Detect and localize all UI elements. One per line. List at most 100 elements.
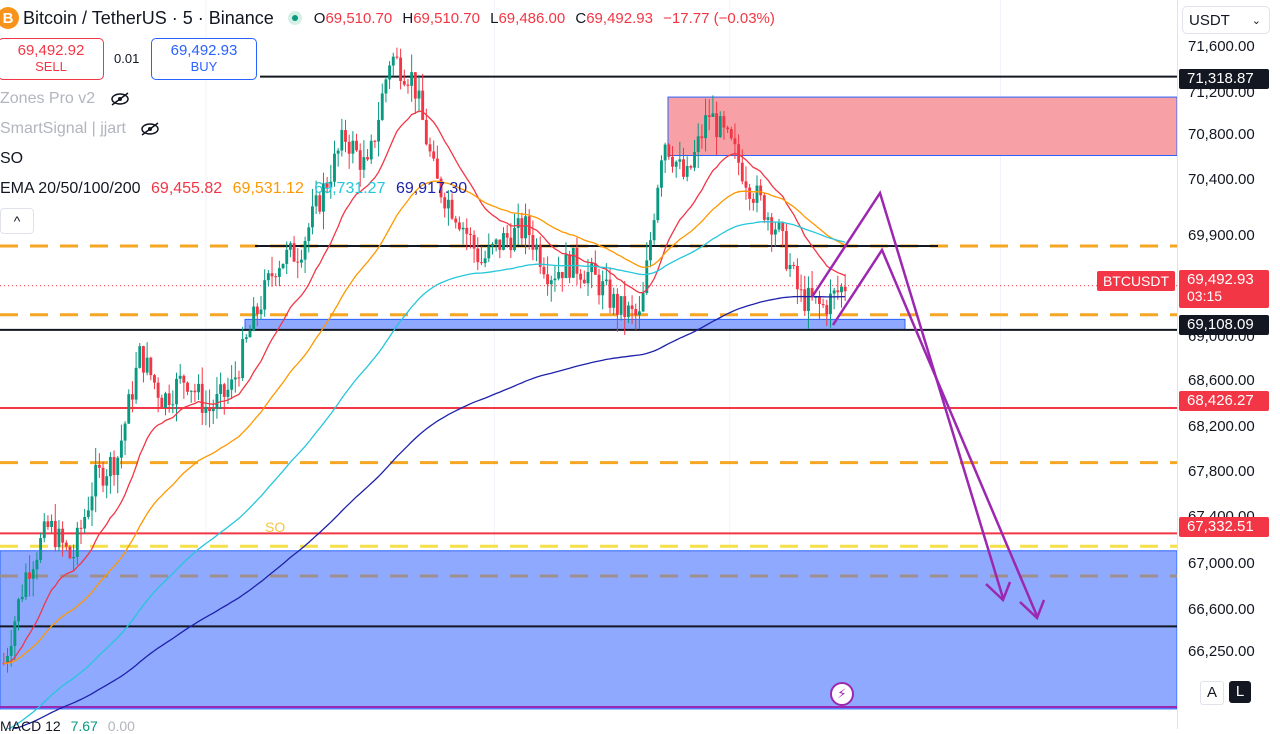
candle-body (480, 262, 483, 264)
candle-body (61, 528, 65, 543)
candle-body (542, 266, 546, 275)
level-tag-68426[interactable]: 68,426.27 (1179, 391, 1269, 411)
candle-body (696, 136, 700, 152)
candle-body (450, 199, 454, 219)
candle-body (557, 272, 561, 279)
candle-body (424, 119, 428, 145)
candle-body (314, 195, 318, 207)
candle-body (83, 516, 87, 529)
candle-body (641, 292, 645, 312)
ema-line (3, 295, 846, 733)
currency-select[interactable]: USDT ⌄ (1182, 6, 1270, 34)
candle-body (656, 187, 660, 221)
candle-body (755, 185, 759, 203)
buy-button[interactable]: 69,492.93 BUY (151, 38, 257, 80)
candle-body (634, 309, 638, 316)
level-tag-71318[interactable]: 71,318.87 (1179, 69, 1269, 89)
candle-body (395, 56, 399, 58)
indicator-macd[interactable]: MACD 12 7.67 0.00 (0, 718, 135, 734)
price-tick: 66,250.00 (1188, 643, 1255, 660)
candle-body (590, 263, 594, 273)
candle-body (105, 476, 109, 486)
candle-body (189, 390, 193, 392)
candle-body (781, 222, 785, 232)
lightning-icon[interactable]: ⚡ (830, 682, 854, 706)
level-tag-69108[interactable]: 69,108.09 (1179, 315, 1269, 335)
candle-body (597, 274, 601, 296)
price-scale[interactable] (1177, 0, 1280, 729)
candle-body (678, 159, 682, 162)
candle-body (233, 377, 237, 380)
ema50-value: 69,531.12 (232, 180, 304, 197)
log-scale-button[interactable]: L (1229, 681, 1251, 703)
currency-value: USDT (1189, 12, 1230, 29)
candle-body (311, 206, 314, 228)
candle-body (483, 258, 487, 264)
indicator-so[interactable]: SO (0, 150, 24, 167)
indicator-ema[interactable]: EMA 20/50/100/200 69,455.82 69,531.12 69… (0, 180, 467, 198)
candle-body (402, 81, 406, 85)
candle-body (31, 569, 35, 579)
candle-body (751, 198, 755, 203)
candle-body (13, 621, 17, 647)
market-open-icon (287, 11, 302, 25)
auto-scale-button[interactable]: A (1200, 681, 1224, 705)
candle-body (197, 383, 200, 393)
arrow-head (985, 581, 1012, 603)
price-tick: 67,800.00 (1188, 463, 1255, 480)
order-quantity[interactable]: 0.01 (114, 51, 140, 66)
candle-body (358, 150, 362, 170)
buy-label: BUY (190, 59, 218, 74)
level-tag-67332[interactable]: 67,332.51 (1179, 517, 1269, 537)
candle-body (112, 456, 116, 476)
last-price-tag[interactable]: 69,492.93 03:15 (1179, 270, 1269, 308)
projection-arrow (810, 190, 1005, 599)
price-chart[interactable]: SO (0, 0, 1178, 733)
candle-body (799, 289, 803, 291)
candle-body (200, 383, 204, 413)
candle-body (53, 520, 57, 548)
candle-body (322, 183, 325, 212)
candle-body (134, 367, 138, 400)
collapse-legend-button[interactable]: ^ (0, 208, 34, 234)
candle-body (46, 521, 50, 527)
candle-body (564, 254, 568, 279)
candle-body (762, 195, 766, 220)
candle-body (123, 423, 127, 441)
candle-body (795, 265, 799, 290)
candle-body (744, 181, 748, 188)
candle-body (773, 229, 777, 235)
candle-body (9, 646, 13, 656)
eye-hidden-icon[interactable] (140, 122, 160, 136)
chevron-down-icon: ⌄ (1251, 15, 1261, 27)
sell-button[interactable]: 69,492.92 SELL (0, 38, 104, 80)
chart-area[interactable]: SO (0, 0, 1178, 733)
eye-hidden-icon[interactable] (110, 92, 130, 106)
candle-body (325, 183, 329, 188)
indicator-zones[interactable]: Zones Pro v2 (0, 90, 130, 108)
candle-body (520, 218, 524, 239)
candle-body (630, 305, 634, 310)
candle-body (759, 185, 763, 196)
candle-body (476, 248, 480, 263)
candle-body (593, 263, 597, 275)
candle-body (79, 527, 83, 529)
candle-body (329, 181, 333, 188)
candle-body (608, 279, 612, 308)
candle-body (406, 84, 410, 86)
arrow-head (1019, 599, 1046, 621)
candle-body (204, 407, 208, 413)
candle-body (623, 296, 627, 317)
symbol-title[interactable]: Bitcoin / TetherUS · 5 · Binance (23, 7, 274, 28)
candle-body (366, 157, 369, 160)
candle-body (421, 90, 425, 120)
ema-line (3, 180, 846, 665)
candle-body (579, 273, 583, 280)
ema-label: EMA 20/50/100/200 (0, 180, 141, 197)
candle-body (770, 217, 774, 235)
candle-body (663, 144, 667, 161)
candle-body (619, 296, 623, 315)
candle-body (502, 233, 505, 250)
indicator-smartsignal[interactable]: SmartSignal | jjart (0, 120, 160, 138)
candle-body (715, 113, 719, 138)
